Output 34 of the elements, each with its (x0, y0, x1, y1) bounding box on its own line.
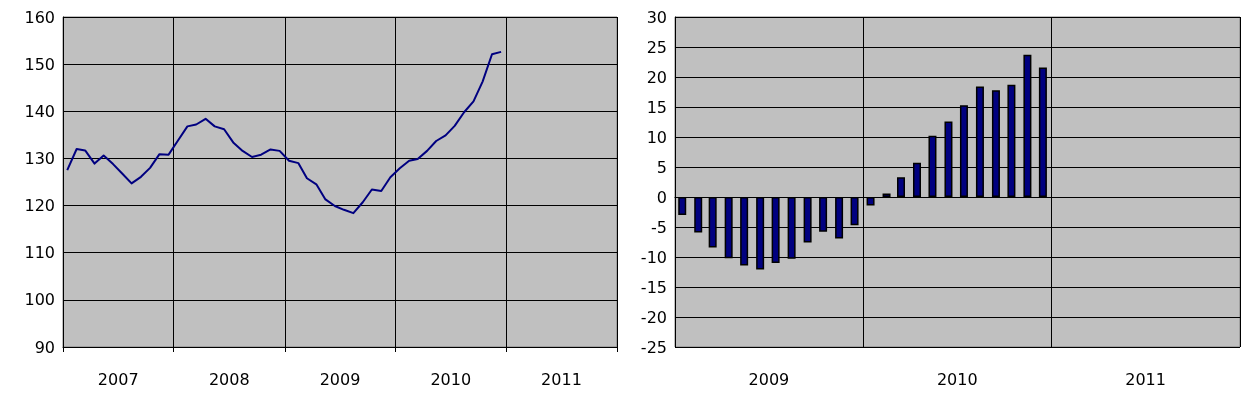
y-tick-label: 0 (656, 187, 667, 207)
x-tick-label: 2007 (97, 369, 139, 389)
y-tick-label: -15 (640, 277, 667, 297)
bar (882, 193, 891, 197)
x-tick-label: 2009 (748, 369, 790, 389)
x-tick-label: 2010 (430, 369, 472, 389)
y-tick-label: -10 (640, 247, 667, 267)
y-tick-label: 130 (24, 148, 55, 168)
bar (897, 177, 905, 197)
y-tick-label: 110 (24, 243, 55, 263)
x-tick-label: 2008 (208, 369, 250, 389)
y-tick-label: -5 (651, 217, 667, 237)
y-tick-label: 30 (646, 7, 667, 27)
x-tick-label: 2011 (1125, 369, 1166, 389)
y-tick-label: 90 (34, 337, 55, 357)
x-tick-label: 2010 (936, 369, 978, 389)
y-tick-label: 150 (24, 54, 55, 74)
bar (678, 197, 687, 215)
y-tick-label: 25 (646, 37, 667, 57)
y-tick-label: 5 (656, 157, 667, 177)
x-tick-label: 2011 (541, 369, 582, 389)
y-tick-label: 140 (24, 101, 55, 121)
y-tick-label: 10 (646, 127, 667, 147)
x-tick-label: 2009 (319, 369, 361, 389)
line-series (66, 50, 503, 215)
bar (850, 197, 859, 226)
bar (866, 197, 875, 206)
y-tick-label: 20 (646, 67, 667, 87)
y-tick-label: -25 (640, 337, 667, 357)
y-tick-label: 160 (24, 7, 55, 27)
y-tick-label: 120 (24, 196, 55, 216)
y-tick-label: 15 (646, 97, 667, 117)
y-tick-label: 100 (24, 290, 55, 310)
y-tick-label: -20 (640, 307, 667, 327)
